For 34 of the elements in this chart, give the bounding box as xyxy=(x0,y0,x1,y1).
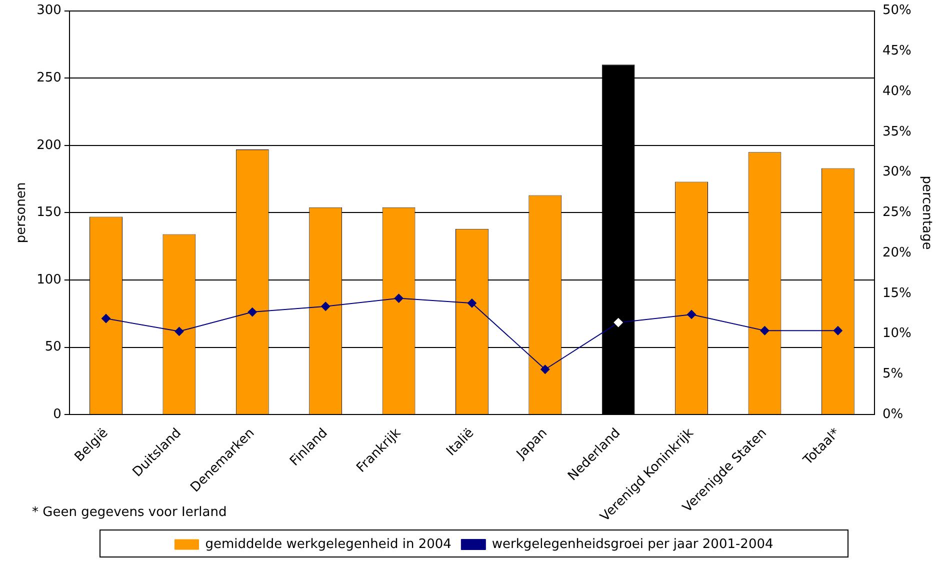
text: * Geen gegevens voor Ierland xyxy=(32,505,227,520)
point xyxy=(467,298,476,308)
point xyxy=(540,364,550,374)
point xyxy=(248,308,257,317)
y2-tick-label: 35% xyxy=(882,124,912,140)
y2-tick-label: 25% xyxy=(882,205,912,220)
point xyxy=(394,294,404,303)
point xyxy=(174,326,184,336)
y-tick-label: 100 xyxy=(36,272,62,288)
y-tick-label: 150 xyxy=(36,205,62,220)
legend-label: werkgelegenheidsgroei per jaar 2001-2004 xyxy=(492,536,774,552)
y2-axis-title: percentage xyxy=(918,176,934,250)
y2-tick-label: 10% xyxy=(882,326,912,342)
point xyxy=(614,318,623,328)
point xyxy=(833,326,842,336)
point xyxy=(102,314,111,323)
y-tick-label: 0 xyxy=(53,406,62,422)
y-tick-label: 250 xyxy=(36,70,62,86)
y2-tick-label: 40% xyxy=(882,84,912,99)
point xyxy=(321,302,330,311)
y2-tick-label: 5% xyxy=(882,366,904,382)
legend-label: gemiddelde werkgelegenheid in 2004 xyxy=(205,536,452,552)
point xyxy=(760,326,770,336)
y-tick-label: 50 xyxy=(44,340,62,355)
point xyxy=(687,310,696,319)
y2-tick-label: 20% xyxy=(882,245,912,260)
y2-tick-label: 0% xyxy=(882,406,904,422)
y2-tick-label: 30% xyxy=(882,164,912,180)
y-axis-title: personen xyxy=(14,182,30,244)
y2-tick-label: 15% xyxy=(882,286,912,301)
y2-tick-label: 50% xyxy=(882,3,912,18)
y-tick-label: 200 xyxy=(36,138,62,153)
y2-tick-label: 45% xyxy=(882,44,912,59)
y-tick-label: 300 xyxy=(36,3,62,18)
